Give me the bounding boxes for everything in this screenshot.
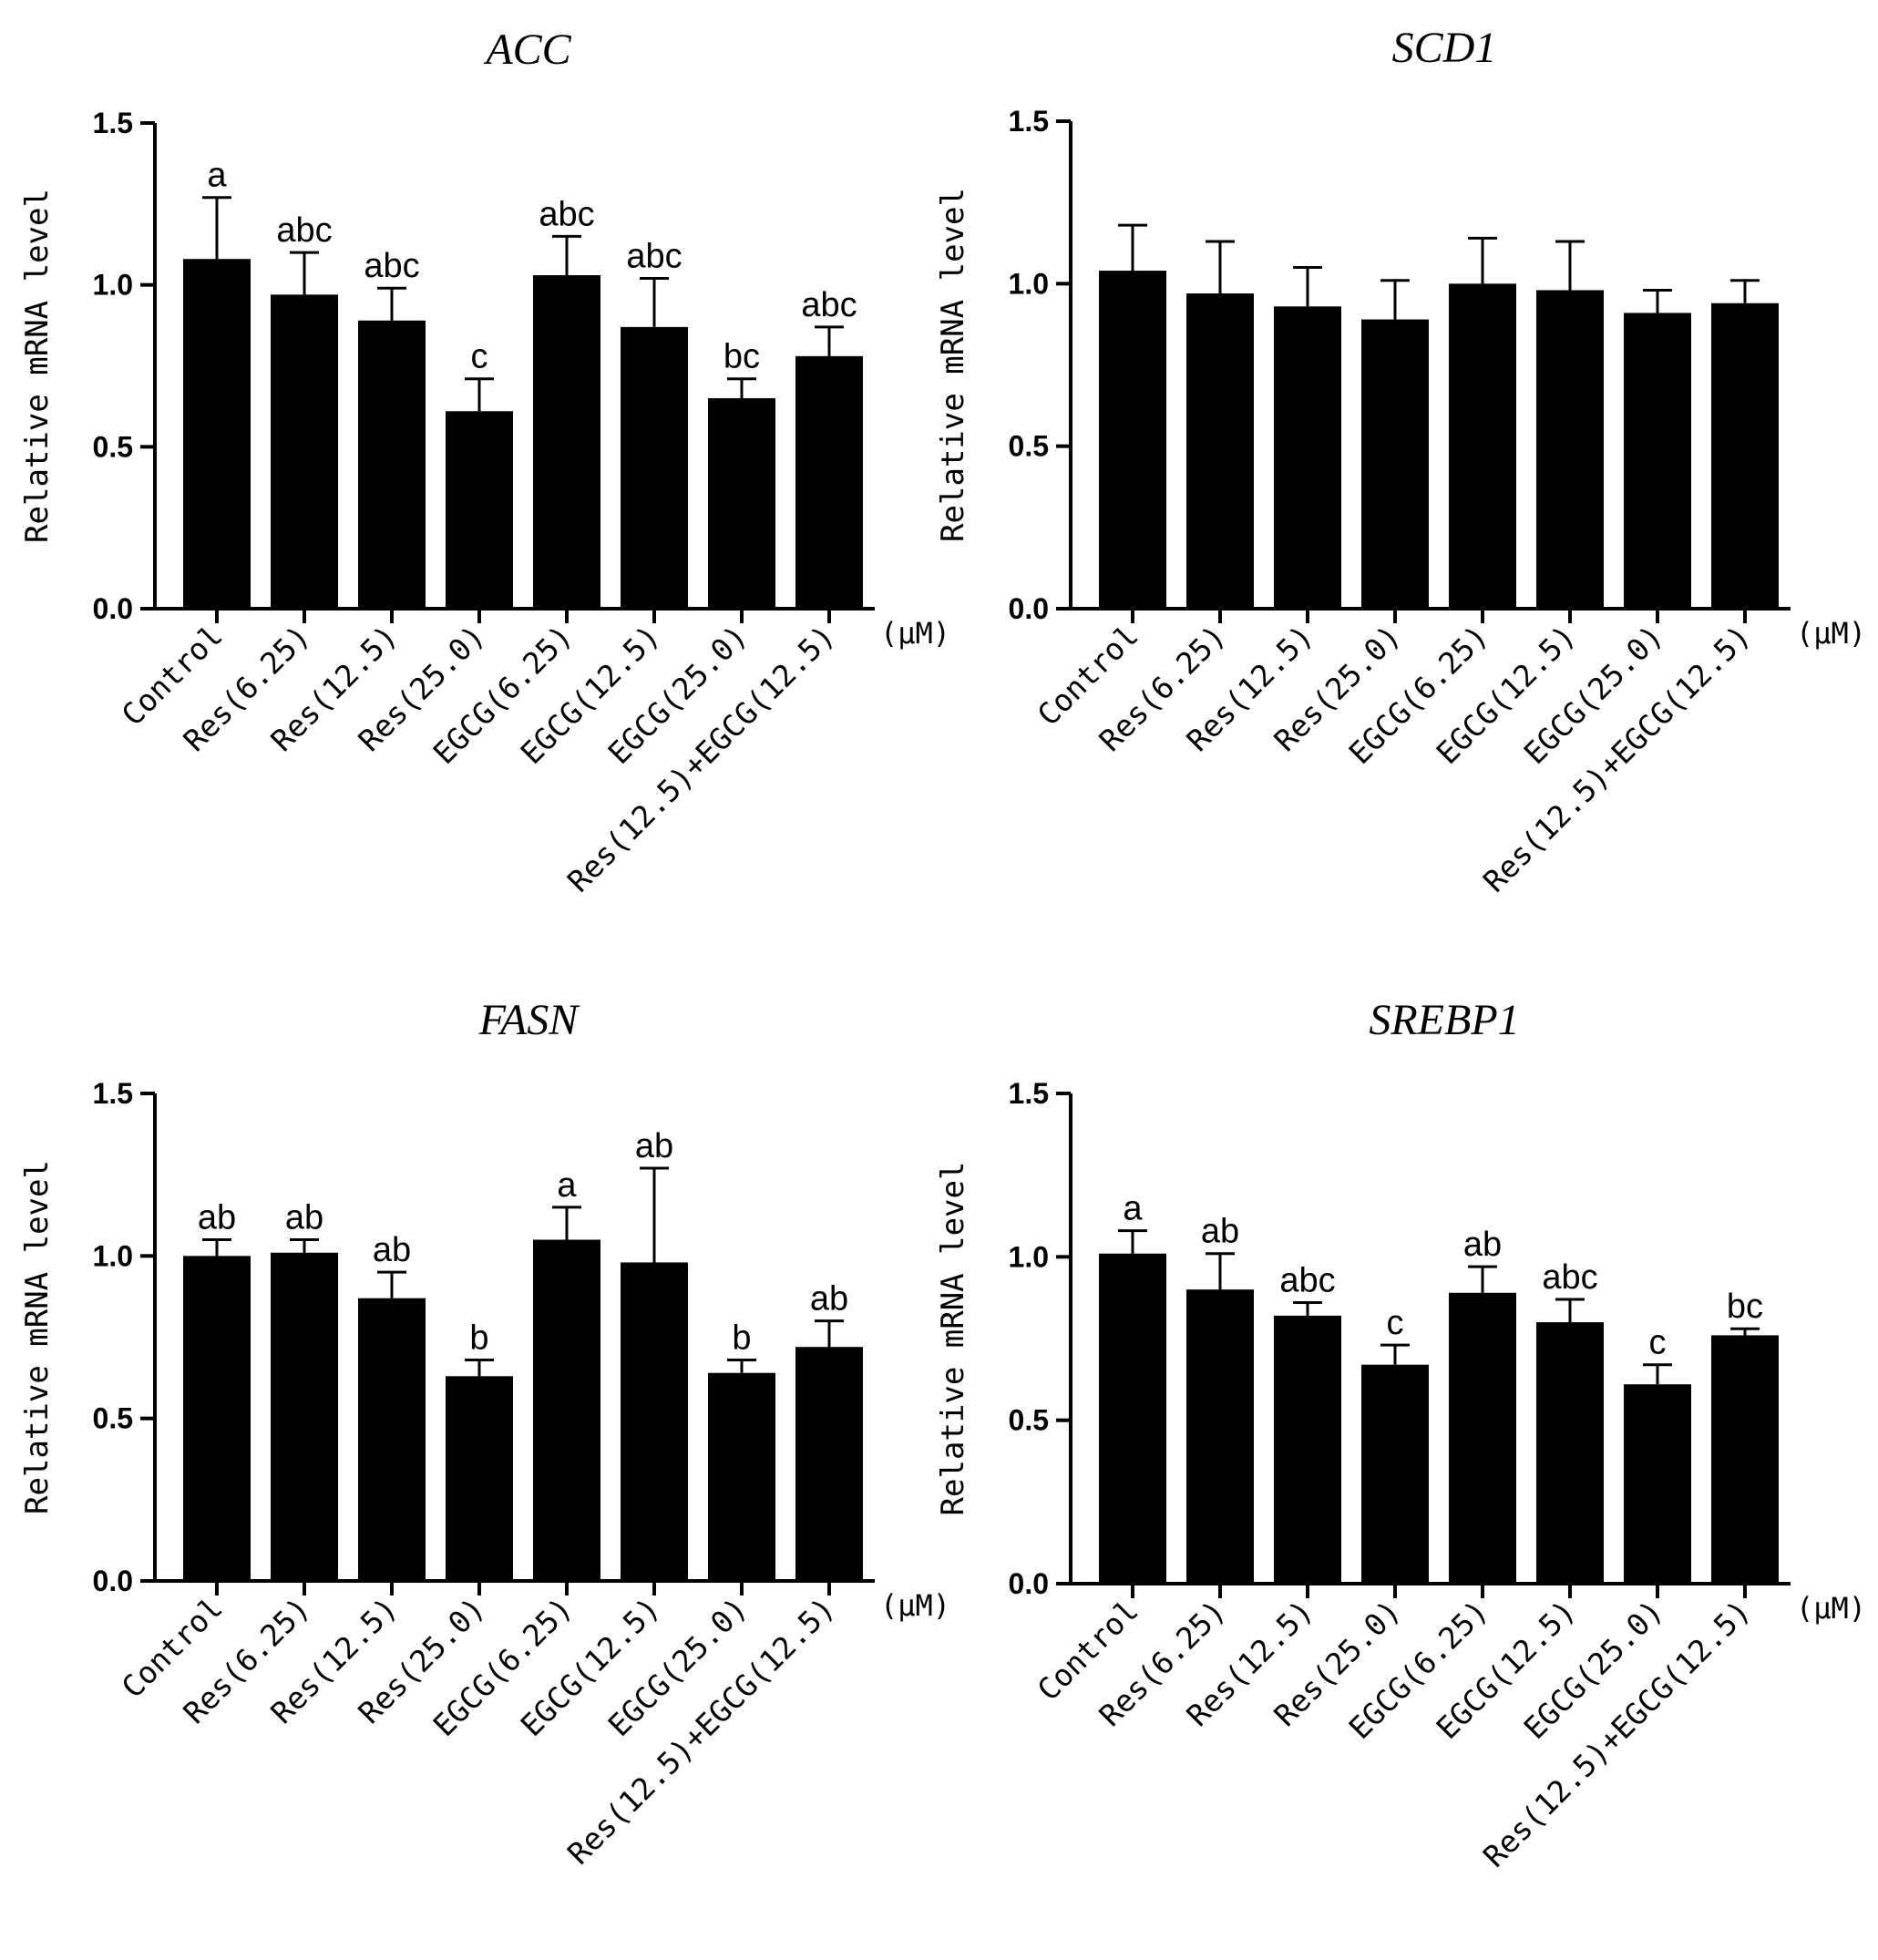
- srebp1-bar-4: [1449, 1292, 1516, 1584]
- scd1-bar-5: [1536, 290, 1604, 609]
- srebp1-y-axis-label: Relative mRNA level: [935, 1162, 971, 1516]
- scd1-bar-2: [1274, 306, 1341, 609]
- srebp1-significance-label-7: bc: [1727, 1288, 1763, 1326]
- acc-unit-label: (μM): [880, 616, 950, 651]
- fasn-panel-title: FASN: [478, 996, 580, 1044]
- scd1-panel-title: SCD1: [1392, 24, 1497, 72]
- fasn-significance-label-4: a: [557, 1166, 577, 1205]
- fasn-bar-0: [183, 1256, 251, 1581]
- scd1-y-tick-label-3: 1.5: [1009, 105, 1049, 138]
- srebp1-significance-label-4: ab: [1463, 1226, 1502, 1264]
- srebp1-bar-6: [1624, 1384, 1691, 1584]
- srebp1-y-tick-label-1: 0.5: [1009, 1404, 1049, 1437]
- scd1-bar-7: [1711, 303, 1779, 609]
- acc-y-tick-label-2: 1.0: [93, 269, 133, 302]
- fasn-bar-4: [533, 1239, 600, 1581]
- srebp1-y-tick-label-3: 1.5: [1009, 1077, 1049, 1110]
- srebp1-significance-label-2: abc: [1279, 1262, 1335, 1300]
- acc-significance-label-4: abc: [539, 195, 594, 233]
- acc-bar-2: [358, 320, 426, 609]
- scd1-bar-4: [1449, 283, 1516, 609]
- fasn-significance-label-6: b: [732, 1319, 751, 1357]
- scd1-bar-3: [1361, 319, 1429, 609]
- fasn-significance-label-2: ab: [373, 1231, 411, 1269]
- fasn-y-tick-label-1: 0.5: [93, 1402, 133, 1435]
- srebp1-significance-label-0: a: [1123, 1190, 1143, 1228]
- acc-y-tick-label-1: 0.5: [93, 430, 133, 463]
- srebp1-bar-2: [1274, 1315, 1341, 1584]
- fasn-y-tick-label-0: 0.0: [93, 1565, 133, 1597]
- acc-significance-label-6: bc: [723, 338, 760, 376]
- fasn-y-tick-label-2: 1.0: [93, 1239, 133, 1272]
- acc-bar-4: [533, 275, 600, 609]
- scd1-bar-1: [1186, 293, 1254, 609]
- srebp1-significance-label-3: c: [1387, 1304, 1404, 1342]
- acc-significance-label-1: abc: [276, 211, 332, 250]
- acc-significance-label-5: abc: [626, 238, 682, 276]
- acc-bar-0: [183, 259, 251, 609]
- acc-bar-1: [271, 294, 338, 609]
- fasn-y-axis-label: Relative mRNA level: [19, 1160, 56, 1514]
- scd1-y-tick-label-1: 0.5: [1009, 430, 1049, 463]
- srebp1-bar-7: [1711, 1335, 1779, 1584]
- fasn-bar-2: [358, 1298, 426, 1581]
- acc-bar-6: [708, 398, 775, 609]
- fasn-significance-label-5: ab: [635, 1127, 673, 1165]
- srebp1-unit-label: (μM): [1796, 1591, 1866, 1626]
- fasn-bar-3: [446, 1376, 513, 1581]
- acc-panel-title: ACC: [483, 26, 571, 74]
- fasn-bar-7: [795, 1347, 863, 1581]
- fasn-significance-label-7: ab: [810, 1280, 848, 1319]
- srebp1-panel-title: SREBP1: [1369, 996, 1519, 1044]
- acc-y-axis-label: Relative mRNA level: [19, 189, 56, 543]
- acc-bar-5: [621, 326, 688, 609]
- acc-y-tick-label-3: 1.5: [93, 107, 133, 139]
- srebp1-bar-3: [1361, 1364, 1429, 1584]
- scd1-bar-6: [1624, 313, 1691, 609]
- acc-bar-7: [795, 355, 863, 609]
- fasn-bar-1: [271, 1252, 338, 1581]
- srebp1-significance-label-6: c: [1649, 1324, 1667, 1362]
- fasn-y-tick-label-3: 1.5: [93, 1077, 133, 1110]
- fasn-bar-5: [621, 1262, 688, 1581]
- fasn-significance-label-0: ab: [198, 1199, 236, 1237]
- srebp1-significance-label-5: abc: [1542, 1258, 1597, 1297]
- acc-significance-label-3: c: [471, 338, 488, 376]
- scd1-unit-label: (μM): [1796, 616, 1866, 651]
- scd1-y-tick-label-2: 1.0: [1009, 267, 1049, 300]
- acc-bar-3: [446, 411, 513, 609]
- fasn-unit-label: (μM): [880, 1588, 950, 1623]
- srebp1-y-tick-label-0: 0.0: [1009, 1567, 1049, 1600]
- fasn-bar-6: [708, 1372, 775, 1581]
- scd1-bar-0: [1099, 271, 1166, 609]
- srebp1-significance-label-1: ab: [1201, 1213, 1239, 1251]
- srebp1-bar-0: [1099, 1253, 1166, 1584]
- acc-y-tick-label-0: 0.0: [93, 592, 133, 625]
- srebp1-y-tick-label-2: 1.0: [1009, 1240, 1049, 1273]
- acc-significance-label-0: a: [207, 157, 227, 195]
- acc-significance-label-7: abc: [801, 286, 857, 324]
- scd1-y-tick-label-0: 0.0: [1009, 592, 1049, 625]
- acc-significance-label-2: abc: [364, 247, 419, 285]
- srebp1-bar-1: [1186, 1289, 1254, 1584]
- scd1-y-axis-label: Relative mRNA level: [935, 188, 971, 542]
- fasn-significance-label-1: ab: [285, 1199, 323, 1237]
- srebp1-bar-5: [1536, 1322, 1604, 1584]
- fasn-significance-label-3: b: [469, 1319, 488, 1357]
